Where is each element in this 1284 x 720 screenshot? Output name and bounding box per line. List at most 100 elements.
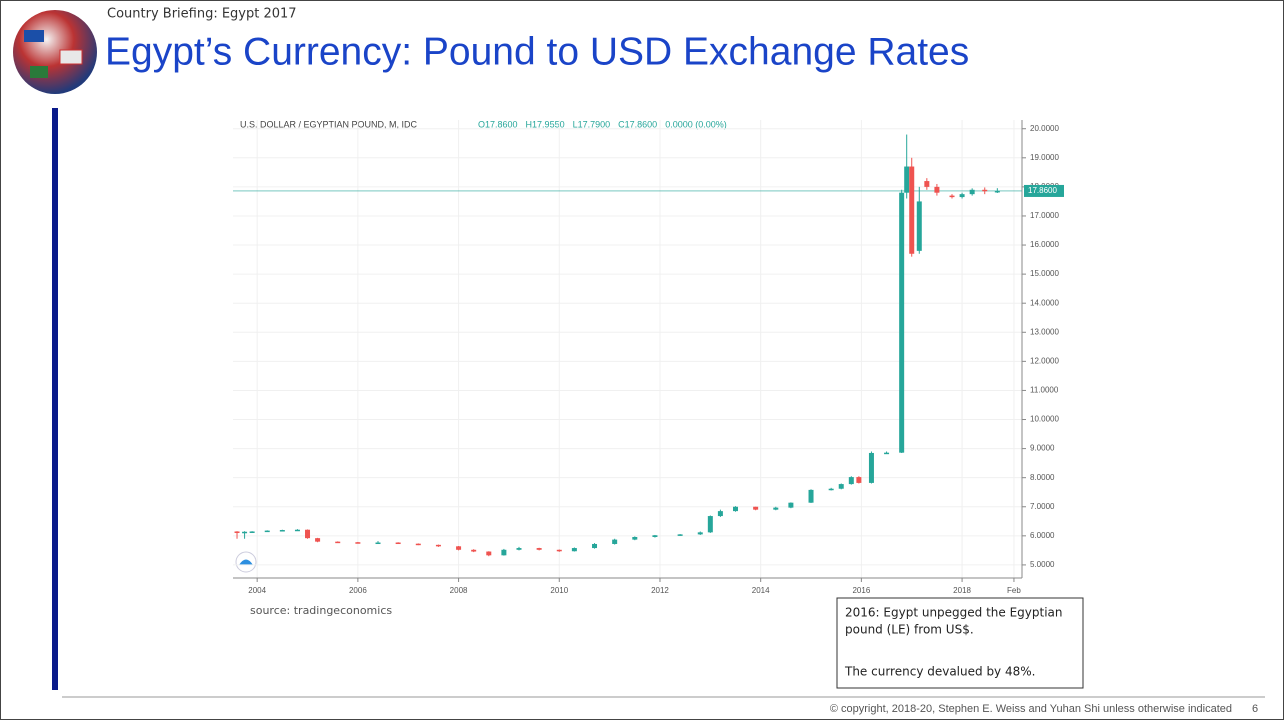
candle-body: [516, 548, 522, 550]
candle-body: [717, 511, 723, 517]
candle-body: [355, 542, 361, 544]
candle-body: [899, 192, 905, 453]
candle-body: [856, 477, 862, 483]
candle-body: [924, 181, 930, 187]
y-tick-label: 8.0000: [1030, 473, 1055, 482]
candle-body: [294, 529, 300, 532]
candle-body: [904, 166, 910, 193]
candle-body: [249, 531, 255, 533]
kicker: Country Briefing: Egypt 2017: [107, 7, 297, 22]
candle-body: [652, 535, 658, 537]
candle-body: [315, 538, 321, 542]
y-tick-label: 12.0000: [1030, 356, 1059, 365]
note-line: pound (LE) from US$.: [845, 623, 974, 637]
x-tick-label: 2006: [349, 586, 367, 595]
candle-body: [395, 542, 401, 545]
candle-body: [707, 516, 713, 533]
candle-body: [868, 452, 874, 483]
ohlc-text: H17.9550: [526, 119, 565, 129]
accent-bar: [52, 108, 58, 690]
candle-body: [916, 201, 922, 251]
note-line: 2016: Egypt unpegged the Egyptian: [845, 606, 1063, 620]
y-tick-label: 19.0000: [1030, 153, 1059, 162]
candle-body: [828, 488, 834, 491]
x-tick-label: 2014: [752, 586, 770, 595]
candle-body: [471, 549, 477, 552]
candle-body: [959, 194, 965, 198]
x-tick-label: 2004: [248, 586, 266, 595]
x-tick-label: Feb: [1007, 586, 1021, 595]
y-tick-label: 7.0000: [1030, 502, 1055, 511]
x-tick-label: 2018: [953, 586, 971, 595]
candle-body: [773, 507, 779, 510]
candle-body: [949, 195, 955, 198]
candle-body: [264, 530, 270, 533]
candle-body: [501, 549, 507, 556]
last-price-box: [1024, 184, 1064, 197]
flag-icon: [30, 66, 48, 78]
y-tick-label: 14.0000: [1030, 298, 1059, 307]
candle-body: [415, 543, 421, 546]
ohlc-text: L17.7900: [573, 119, 611, 129]
candle-body: [838, 484, 844, 489]
x-tick-label: 2010: [550, 586, 568, 595]
candle-body: [753, 506, 759, 510]
globe-icon: [13, 10, 97, 94]
candle-body: [456, 546, 462, 550]
y-tick-label: 9.0000: [1030, 444, 1055, 453]
candle-body: [994, 190, 1000, 193]
slide-title: Egypt’s Currency: Pound to USD Exchange …: [105, 30, 969, 73]
flag-icon: [24, 30, 44, 42]
candle-body: [848, 477, 854, 485]
candle-body: [808, 489, 814, 503]
ohlc-text: C17.8600: [618, 119, 657, 129]
logo: [239, 559, 253, 565]
candle-body: [234, 531, 240, 533]
note-line: The currency devalued by 48%.: [844, 665, 1035, 679]
candle-body: [733, 506, 739, 512]
x-tick-label: 2016: [852, 586, 870, 595]
y-tick-label: 15.0000: [1030, 269, 1059, 278]
y-tick-label: 17.0000: [1030, 211, 1059, 220]
page-number: 6: [1252, 703, 1258, 715]
candle-body: [934, 186, 940, 193]
candle-body: [536, 548, 542, 550]
candle-body: [242, 531, 248, 534]
candle-body: [612, 539, 618, 544]
source: source: tradingeconomics: [250, 604, 392, 617]
y-tick-label: 6.0000: [1030, 531, 1055, 540]
last-price-label: 17.8600: [1028, 186, 1057, 195]
candle-body: [305, 529, 311, 539]
candle-body: [592, 543, 598, 549]
candle-body: [969, 189, 975, 195]
flag-icon: [59, 49, 83, 65]
y-tick-label: 10.0000: [1030, 415, 1059, 424]
y-tick-label: 13.0000: [1030, 327, 1059, 336]
candle-body: [697, 532, 703, 535]
candle-body: [435, 544, 441, 547]
candle-body: [788, 502, 794, 508]
candle-body: [632, 536, 638, 540]
candle-body: [486, 551, 492, 556]
y-tick-label: 11.0000: [1030, 386, 1059, 395]
y-tick-label: 5.0000: [1030, 560, 1055, 569]
candle-body: [884, 452, 890, 455]
chart-title: U.S. DOLLAR / EGYPTIAN POUND, M, IDC: [240, 119, 418, 129]
candle-body: [909, 166, 915, 254]
ohlc-text: 0.0000 (0.00%): [665, 119, 727, 129]
candle-body: [571, 548, 577, 552]
candle-body: [982, 189, 988, 192]
x-tick-label: 2008: [450, 586, 468, 595]
ohlc-text: O17.8600: [478, 119, 518, 129]
candle-body: [375, 542, 381, 545]
candle-body: [335, 541, 341, 544]
candle-body: [279, 530, 285, 532]
y-tick-label: 20.0000: [1030, 124, 1059, 133]
candle-body: [677, 534, 683, 536]
candle-body: [556, 549, 562, 552]
note-box: [836, 597, 1084, 689]
copyright: © copyright, 2018-20, Stephen E. Weiss a…: [830, 703, 1232, 715]
